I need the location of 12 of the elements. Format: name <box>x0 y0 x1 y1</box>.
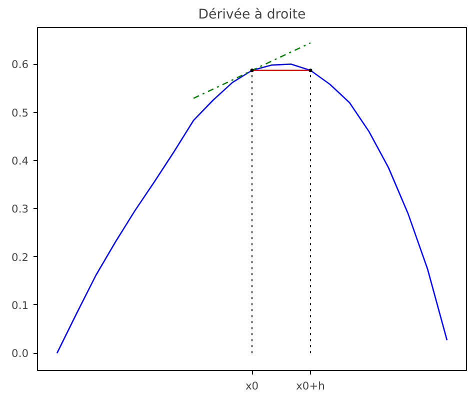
y-tick-label: 0.4 <box>12 154 29 168</box>
y-tick-label: 0.5 <box>12 106 29 120</box>
y-tick-label: 0.3 <box>12 202 29 216</box>
y-tick-label: 0.0 <box>12 347 29 360</box>
x-tick-label: x0 <box>245 380 259 392</box>
y-tick-label: 0.2 <box>12 250 29 264</box>
y-tick-label: 0.6 <box>12 58 29 72</box>
line-series <box>192 42 312 99</box>
x-tick-label: x0+h <box>296 380 325 392</box>
y-tick-label: 0.1 <box>12 298 29 312</box>
chart-title: Dérivée à droite <box>198 8 306 22</box>
line-series <box>56 63 448 354</box>
